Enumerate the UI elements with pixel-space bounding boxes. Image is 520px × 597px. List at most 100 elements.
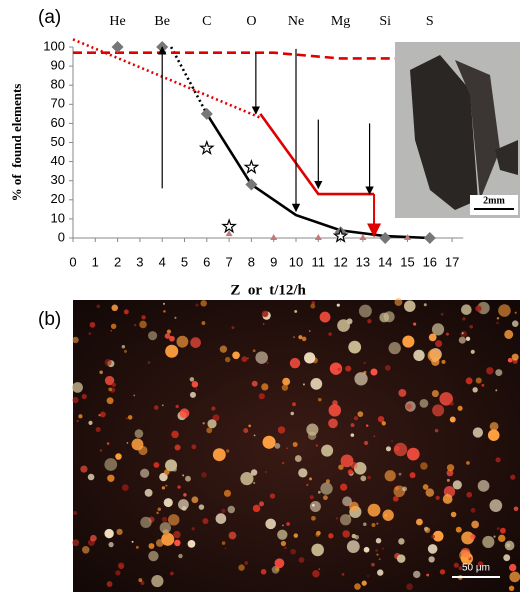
x-tick-label: 8	[248, 254, 255, 269]
y-tick-label: 20	[51, 191, 65, 206]
speckle	[277, 530, 287, 540]
speckle	[374, 435, 376, 437]
speckle	[290, 549, 296, 555]
speckle	[265, 471, 267, 473]
speckle	[466, 461, 470, 465]
speckle	[291, 412, 294, 415]
speckle	[466, 337, 470, 341]
speckle	[122, 345, 125, 348]
speckle	[416, 519, 423, 526]
speckle	[402, 487, 407, 492]
speckle	[342, 573, 345, 576]
speckle	[407, 448, 420, 461]
speckle	[441, 360, 445, 364]
x-tick-label: 3	[136, 254, 143, 269]
speckle	[352, 534, 356, 538]
speckle	[376, 538, 381, 543]
speckle	[108, 387, 112, 391]
speckle	[112, 383, 116, 387]
speckle	[299, 557, 305, 563]
speckle	[132, 541, 134, 543]
speckle	[514, 506, 519, 511]
speckle	[481, 384, 484, 387]
speckle	[72, 539, 79, 546]
speckle	[100, 412, 106, 418]
speckle	[512, 320, 519, 327]
speckle	[295, 455, 302, 462]
speckle	[105, 359, 112, 366]
speckle	[508, 358, 513, 363]
x-tick-label: 4	[159, 254, 166, 269]
speckle	[450, 402, 454, 406]
speckle	[432, 323, 444, 335]
speckle	[328, 332, 332, 336]
speckle	[382, 548, 384, 550]
x-tick-label: 16	[423, 254, 437, 269]
speckle	[278, 426, 285, 433]
speckle	[255, 351, 268, 364]
speckle	[270, 493, 275, 498]
speckle	[182, 474, 184, 476]
speckle	[466, 492, 472, 498]
speckle	[220, 346, 227, 353]
speckle	[328, 533, 333, 538]
speckle	[160, 522, 171, 533]
speckle	[306, 484, 308, 486]
speckle	[310, 378, 322, 390]
speckle	[228, 506, 235, 513]
y-tick-label: 40	[51, 153, 65, 168]
speckle	[320, 312, 331, 323]
speckle	[183, 493, 186, 496]
y-tick-label: 0	[58, 229, 65, 244]
speckle	[496, 322, 499, 325]
speckle	[165, 485, 167, 487]
speckle	[224, 490, 231, 497]
speckle	[167, 329, 171, 333]
speckle	[158, 508, 161, 511]
speckle	[177, 485, 180, 488]
speckle	[376, 554, 378, 556]
speckle	[406, 583, 413, 590]
speckle	[453, 480, 462, 489]
triangle-marker	[359, 234, 366, 240]
speckle	[451, 512, 457, 518]
speckle	[221, 509, 225, 513]
speckle	[354, 583, 361, 590]
speckle	[310, 304, 315, 309]
speckle	[176, 336, 188, 348]
speckle	[420, 399, 429, 408]
x-tick-label: 13	[356, 254, 370, 269]
speckle	[447, 479, 450, 482]
speckle	[486, 367, 493, 374]
speckle	[441, 313, 444, 316]
element-label: C	[202, 14, 211, 29]
speckle	[399, 473, 402, 476]
speckle	[244, 561, 248, 565]
speckle	[364, 547, 370, 553]
speckle	[241, 356, 247, 362]
speckle	[107, 581, 113, 587]
speckle	[199, 504, 204, 509]
speckle	[104, 458, 117, 471]
speckle	[261, 569, 267, 575]
speckle	[156, 512, 158, 514]
speckle	[471, 508, 476, 513]
speckle	[342, 530, 349, 537]
speckle	[162, 517, 167, 522]
speckle	[111, 324, 116, 329]
triangle-marker	[270, 234, 277, 240]
speckle	[503, 554, 510, 561]
panel-label: (b)	[38, 309, 61, 330]
figure: (a) (b) 50 μm 01020304050607080901000123…	[0, 0, 520, 592]
speckle	[397, 554, 406, 563]
panel-label: (a)	[38, 7, 61, 28]
speckle	[413, 323, 416, 326]
speckle	[88, 421, 92, 425]
speckle	[261, 383, 268, 390]
speckle	[338, 368, 341, 371]
speckle	[469, 325, 473, 329]
x-tick-label: 7	[225, 254, 232, 269]
speckle	[122, 484, 129, 491]
speckle	[148, 551, 158, 561]
speckle	[165, 345, 178, 358]
